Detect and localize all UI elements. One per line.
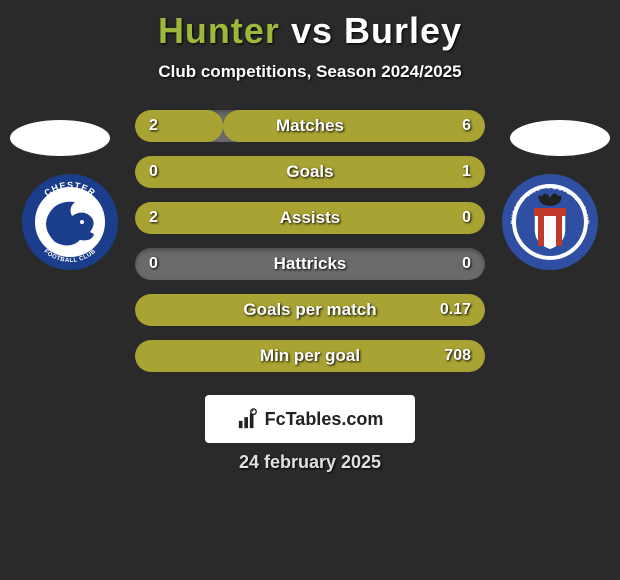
title-vs: vs [291,10,333,51]
stat-value-right: 0 [462,202,471,234]
stat-track [135,156,485,188]
credit-text: FcTables.com [265,409,384,430]
stat-value-right: 1 [462,156,471,188]
stat-value-left: 0 [149,248,158,280]
stat-value-right: 0.17 [440,294,471,326]
stat-value-left: 0 [149,156,158,188]
stats-list: 26Matches01Goals20Assists00Hattricks0.17… [135,110,485,386]
player1-ellipse [10,120,110,156]
stat-value-right: 708 [444,340,471,372]
oxford-city-crest-icon: OXFORD CITY • FOOTBALL CLUB [500,172,600,272]
stat-track [135,110,485,142]
title: Hunter vs Burley [0,0,620,52]
stat-fill-right [135,340,485,372]
stat-value-left: 2 [149,202,158,234]
player2-crest: OXFORD CITY • FOOTBALL CLUB [500,172,600,272]
stat-row: 708Min per goal [135,340,485,372]
stat-row: 26Matches [135,110,485,142]
fctables-logo-icon [237,408,259,430]
stat-value-right: 0 [462,248,471,280]
stat-row: 0.17Goals per match [135,294,485,326]
stat-fill-right [135,294,485,326]
stat-fill-left [135,202,485,234]
stat-track [135,248,485,280]
stat-fill-right [223,110,486,142]
subtitle: Club competitions, Season 2024/2025 [0,62,620,82]
stat-row: 00Hattricks [135,248,485,280]
player2-ellipse [510,120,610,156]
stat-track [135,294,485,326]
chester-crest-icon: CHESTER FOOTBALL CLUB [20,172,120,272]
title-player2: Burley [344,10,462,51]
stat-value-left: 2 [149,110,158,142]
stat-track [135,202,485,234]
comparison-infographic: Hunter vs Burley Club competitions, Seas… [0,0,620,580]
title-player1: Hunter [158,10,280,51]
date-text: 24 february 2025 [0,452,620,473]
stat-fill-right [135,156,485,188]
stat-row: 01Goals [135,156,485,188]
stat-value-right: 6 [462,110,471,142]
credit-badge: FcTables.com [205,395,415,443]
stat-track [135,340,485,372]
stat-row: 20Assists [135,202,485,234]
player1-crest: CHESTER FOOTBALL CLUB [20,172,120,272]
